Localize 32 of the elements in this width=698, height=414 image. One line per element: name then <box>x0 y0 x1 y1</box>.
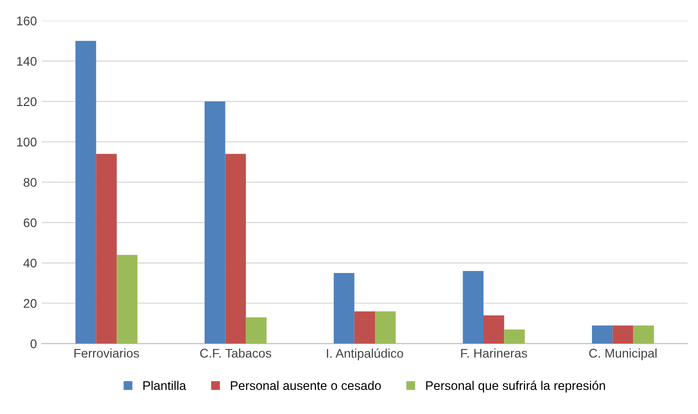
y-tick-label: 0 <box>30 339 37 348</box>
bar <box>462 270 484 344</box>
bar <box>592 325 613 344</box>
bar <box>354 311 376 344</box>
legend-label: Personal que sufrirá la represión <box>426 380 605 392</box>
bar <box>225 154 246 344</box>
bar <box>504 329 525 344</box>
x-tick-label: F. Harineras <box>461 348 528 358</box>
bar <box>75 40 96 344</box>
bar <box>484 315 504 344</box>
y-tick-label: 120 <box>17 97 37 106</box>
y-tick-label: 140 <box>17 56 37 66</box>
bar <box>612 325 634 344</box>
legend-label: Personal ausente o cesado <box>230 380 381 390</box>
x-tick-label: I. Antipalúdico <box>326 348 404 360</box>
bar <box>116 254 138 344</box>
x-tick-label: C. Municipal <box>589 348 657 360</box>
x-tick-label: Ferroviarios <box>74 348 139 358</box>
y-tick-label: 60 <box>24 218 37 228</box>
bar <box>96 154 117 344</box>
x-tick-label: C.F. Tabacos <box>200 348 272 358</box>
y-tick-label: 20 <box>24 299 37 308</box>
y-tick-label: 160 <box>17 16 37 26</box>
bar <box>246 317 267 344</box>
bar <box>375 311 396 344</box>
bar <box>204 101 226 344</box>
bar <box>334 272 354 344</box>
y-tick-label: 100 <box>17 138 37 146</box>
y-tick-label: 40 <box>23 258 37 268</box>
y-tick-label: 80 <box>24 178 37 187</box>
bar <box>633 325 654 344</box>
legend-label: Plantilla <box>143 380 186 390</box>
